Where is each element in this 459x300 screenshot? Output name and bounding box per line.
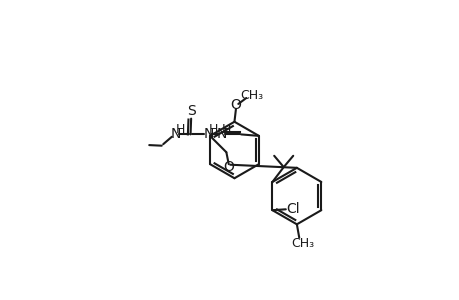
Text: Cl: Cl bbox=[286, 202, 299, 216]
Text: H: H bbox=[176, 122, 185, 136]
Text: N: N bbox=[170, 127, 180, 141]
Text: S: S bbox=[187, 103, 196, 118]
Text: N: N bbox=[203, 127, 213, 141]
Text: N: N bbox=[216, 127, 226, 141]
Text: H: H bbox=[222, 122, 231, 136]
Text: O: O bbox=[230, 98, 241, 112]
Text: CH₃: CH₃ bbox=[291, 237, 313, 250]
Text: O: O bbox=[223, 160, 234, 174]
Text: CH₃: CH₃ bbox=[240, 88, 263, 101]
Text: H: H bbox=[208, 122, 218, 136]
